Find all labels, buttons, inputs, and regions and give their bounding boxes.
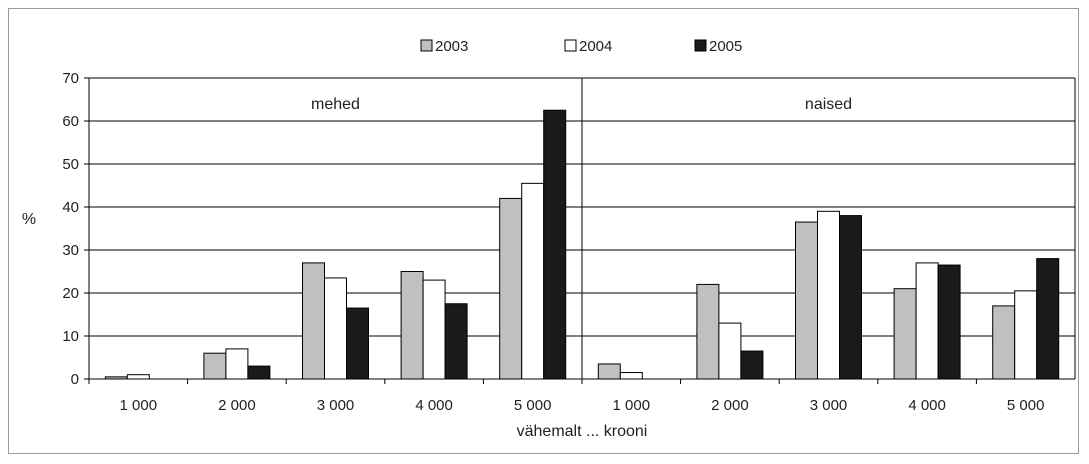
bar-mehed-2000-2004 [225, 348, 249, 380]
bar-mehed-1000-2003 [104, 376, 128, 380]
bar-mehed-3000-2003 [302, 262, 325, 380]
x-tick-label: 3 000 [317, 397, 355, 414]
panel-label: mehed [311, 96, 360, 113]
x-tick-label: 1 000 [120, 397, 158, 414]
bar-mehed-4000-2004 [422, 279, 446, 380]
bar-mehed-5000-2004 [521, 182, 545, 380]
y-tick-label: 10 [62, 328, 79, 345]
bar-mehed-3000-2004 [324, 277, 347, 380]
bar-mehed-3000-2005 [346, 307, 369, 380]
x-axis-label: vähemalt ... krooni [517, 423, 648, 440]
bar-mehed-1000-2004 [126, 374, 150, 380]
bar-mehed-2000-2005 [247, 365, 271, 380]
bar-naised-4000-2005 [937, 264, 961, 380]
bar-naised-3000-2003 [795, 221, 818, 380]
panel-label: naised [805, 96, 852, 113]
y-axis-label: % [22, 211, 36, 228]
y-tick-label: 70 [62, 70, 79, 87]
bar-mehed-4000-2005 [444, 303, 468, 380]
bar-chart: 0 10 20 30 40 50 60 70% mehed 1 000 2 000 3 000 4 00… [22, 38, 1076, 440]
bar-naised-1000-2004 [619, 372, 643, 380]
x-tick-label: 3 000 [810, 397, 848, 414]
legend-label: 2003 [435, 38, 468, 55]
legend-swatch-2005 [694, 39, 707, 52]
x-tick-label: 1 000 [613, 397, 651, 414]
bar-mehed-4000-2003 [400, 271, 424, 380]
bar-naised-3000-2005 [839, 215, 862, 380]
legend-swatch-2004 [564, 39, 577, 52]
bar-naised-2000-2003 [696, 283, 720, 380]
y-tick-label: 40 [62, 199, 79, 216]
bar-mehed-5000-2003 [499, 197, 523, 380]
x-tick-label: 4 000 [908, 397, 946, 414]
legend-label: 2004 [579, 38, 612, 55]
chart-frame: 0 10 20 30 40 50 60 70% mehed 1 000 2 000 3 000 4 00… [8, 8, 1079, 454]
bar-naised-5000-2004 [1014, 290, 1038, 380]
x-tick-label: 4 000 [415, 397, 453, 414]
y-tick-label: 30 [62, 242, 79, 259]
x-tick-label: 5 000 [1007, 397, 1045, 414]
bar-naised-5000-2003 [992, 305, 1016, 380]
bar-mehed-2000-2003 [203, 352, 227, 380]
legend-label: 2005 [709, 38, 742, 55]
y-tick-label: 50 [62, 156, 79, 173]
bar-naised-5000-2005 [1036, 258, 1060, 380]
x-tick-label: 5 000 [514, 397, 552, 414]
bar-naised-4000-2003 [893, 288, 917, 380]
bar-naised-3000-2004 [817, 210, 840, 380]
y-tick-label: 0 [71, 371, 79, 388]
bar-naised-2000-2005 [740, 350, 764, 380]
bar-naised-4000-2004 [915, 262, 939, 380]
y-tick-label: 60 [62, 113, 79, 130]
y-tick-label: 20 [62, 285, 79, 302]
bar-mehed-5000-2005 [543, 109, 567, 380]
x-tick-label: 2 000 [218, 397, 256, 414]
legend-swatch-2003 [420, 39, 433, 52]
x-tick-label: 2 000 [711, 397, 749, 414]
bar-naised-1000-2003 [597, 363, 621, 380]
bar-naised-2000-2004 [718, 322, 742, 380]
